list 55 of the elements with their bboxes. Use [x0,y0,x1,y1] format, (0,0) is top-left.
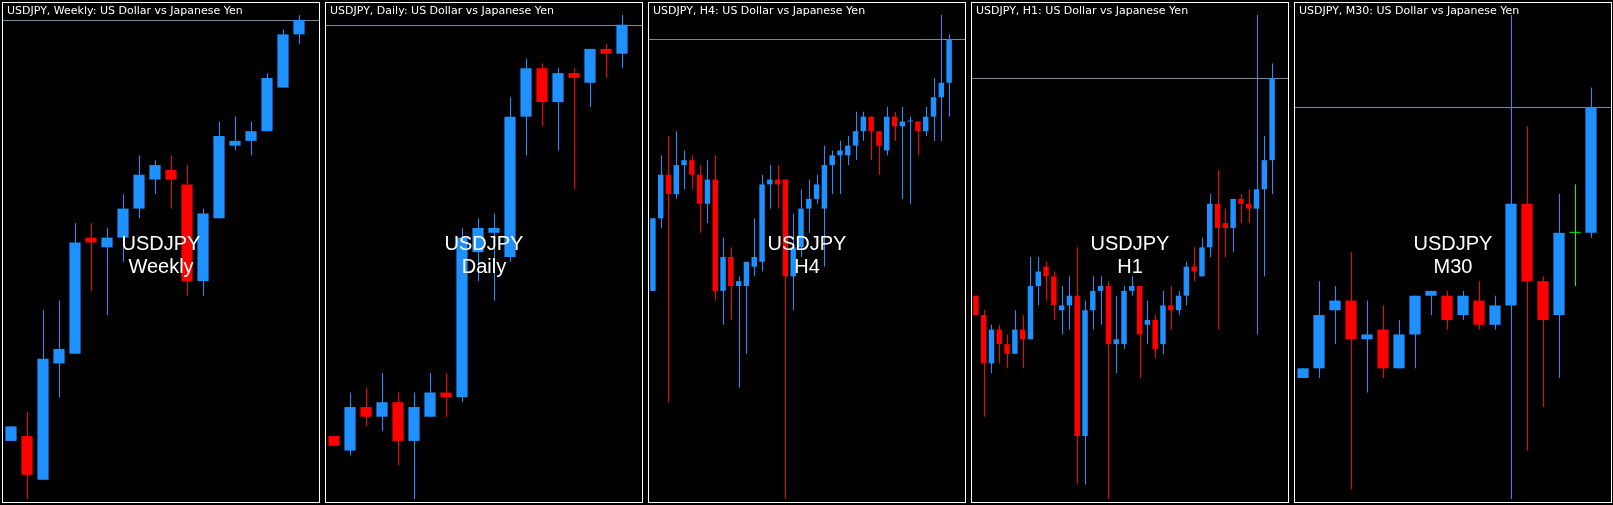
candlestick [876,130,882,176]
candlestick [1129,275,1135,297]
candlestick [1569,183,1581,287]
candlestick [1457,290,1469,321]
chart-title: USDJPY, Daily: US Dollar vs Japanese Yen [330,4,554,17]
candlestick [1425,290,1437,316]
candlestick [600,43,612,79]
annotation: USDJPY M30 [1412,232,1494,278]
candlestick [1222,208,1229,258]
annotation: USDJPY H1 [1089,232,1171,278]
candlestick [1489,295,1501,331]
candlestick [1329,285,1341,345]
candlestick [568,67,580,190]
candlestick [899,106,906,200]
candlestick [1113,295,1119,374]
candlestick [1191,246,1197,282]
candlestick [915,120,921,156]
candlestick [868,116,874,161]
candlestick [735,275,742,389]
candlestick [665,135,672,403]
candlestick [1004,333,1010,369]
candlestick [852,111,859,161]
candlestick [930,77,937,142]
candlestick [376,372,388,432]
candlestick [1168,285,1174,331]
candlestick [229,116,241,152]
candlestick [1253,14,1260,335]
candlestick [689,154,695,190]
candlestick [829,150,835,195]
candlestick [1144,300,1151,345]
candlestick [837,140,843,195]
candlestick [293,14,305,45]
candlestick [165,154,177,210]
candlestick [806,179,812,234]
chart-title: USDJPY, H4: US Dollar vs Japanese Yen [653,4,866,17]
candlestick [149,159,161,195]
candlestick [1090,275,1096,331]
candlestick [813,174,820,205]
candlestick [767,164,773,210]
candlestick [907,116,913,205]
candlestick [53,300,65,398]
candlestick [245,120,257,156]
candlestick [1238,193,1244,224]
candlestick [751,217,757,277]
chart-title: USDJPY, Weekly: US Dollar vs Japanese Yen [7,4,243,17]
candlestick [1361,300,1373,394]
candlestick [1097,275,1104,326]
candlestick [1058,285,1065,335]
candlestick [1245,188,1252,224]
candlestick [360,387,372,427]
candlestick [101,227,113,316]
chart-title: USDJPY, M30: US Dollar vs Japanese Yen [1299,4,1520,17]
candlestick [681,150,687,190]
candlestick [1043,261,1049,302]
chart-title: USDJPY, H1: US Dollar vs Japanese Yen [976,4,1189,17]
